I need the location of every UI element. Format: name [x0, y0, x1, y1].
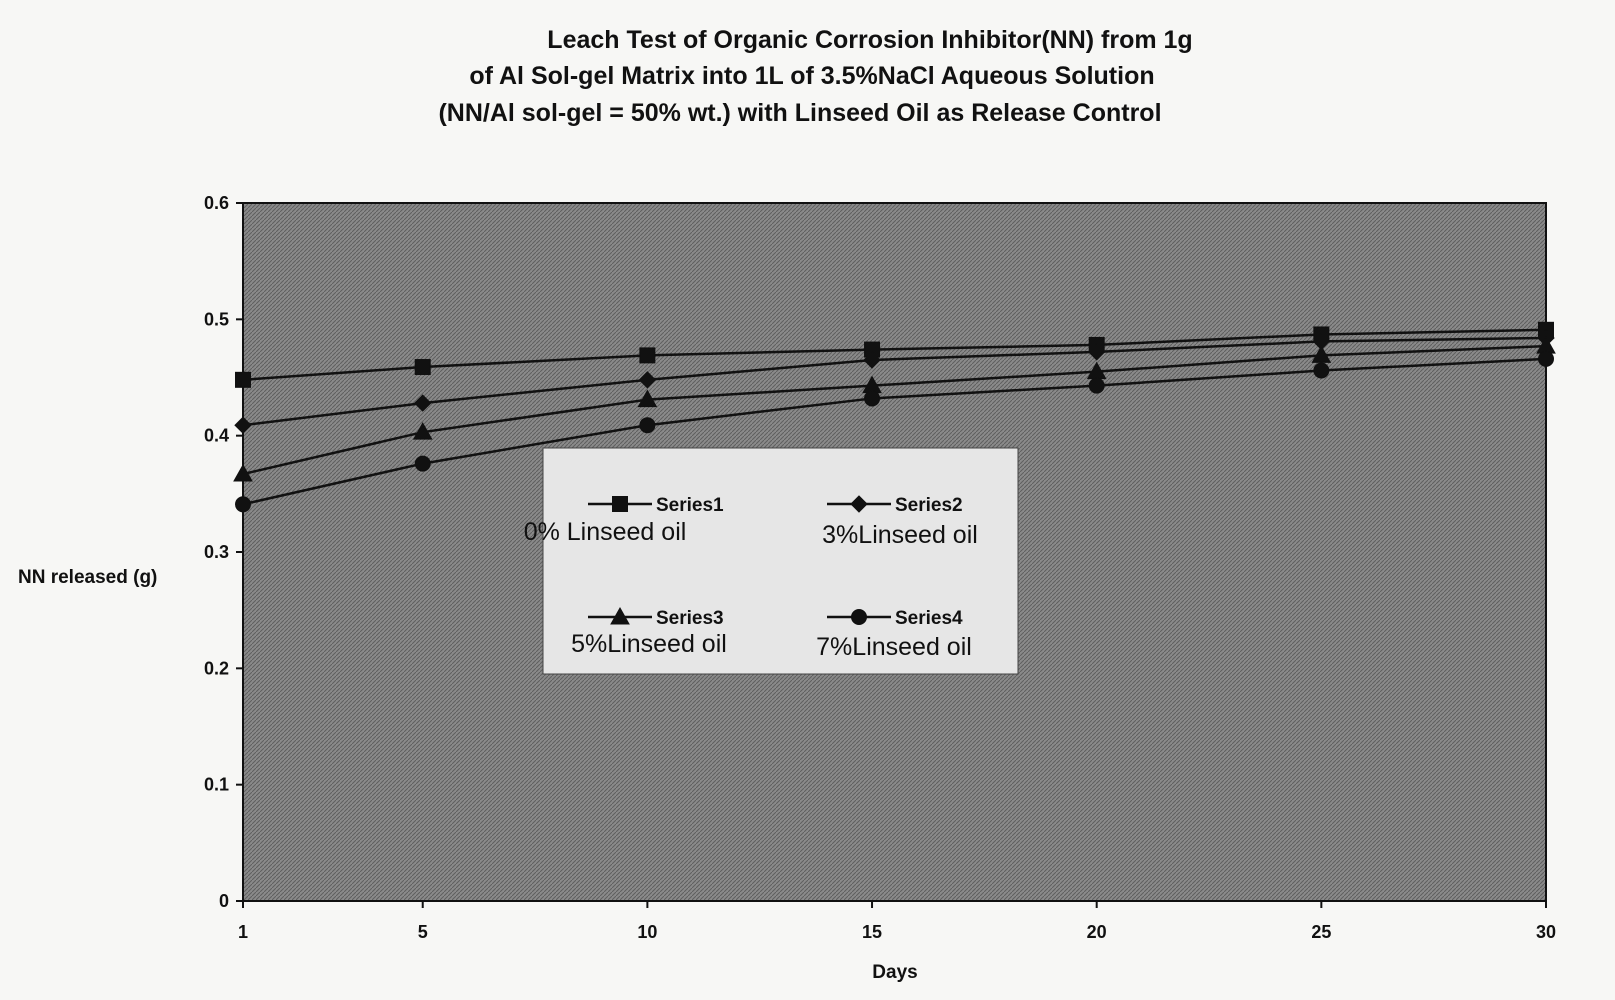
series4-point — [235, 496, 251, 513]
legend-swatch-marker — [612, 496, 628, 512]
y-tick-label: 0.6 — [204, 193, 229, 213]
legend-series-note: 7%Linseed oil — [816, 633, 972, 661]
series3-point — [412, 422, 433, 440]
x-tick-label: 15 — [862, 922, 882, 942]
series-markers — [233, 321, 1556, 513]
series1-point — [639, 347, 656, 364]
y-tick-label: 0.3 — [204, 542, 229, 562]
series2-point — [234, 416, 252, 434]
series3-point — [637, 389, 658, 408]
y-tick-label: 0.2 — [204, 658, 229, 678]
series4-point — [864, 390, 881, 407]
y-tick-label: 0 — [219, 891, 229, 911]
x-tick-label: 25 — [1311, 922, 1331, 942]
legend-swatch-marker — [850, 495, 868, 513]
title-line-2: of Al Sol-gel Matrix into 1L of 3.5%NaCl… — [469, 62, 1154, 90]
legend-series-name: Series3 — [656, 608, 724, 629]
series1-point — [414, 359, 431, 376]
series4-point — [1538, 350, 1554, 367]
legend-swatch-marker — [851, 609, 867, 625]
series1-point — [235, 371, 251, 388]
legend-box — [542, 447, 1019, 675]
title-line-3: (NN/Al sol-gel = 50% wt.) with Linseed O… — [438, 99, 1161, 127]
x-tick-label: 10 — [637, 922, 657, 942]
legend-swatch-marker — [610, 606, 630, 625]
x-axis-label: Days — [872, 962, 917, 983]
title-line-1: Leach Test of Organic Corrosion Inhibito… — [547, 26, 1192, 54]
series2-point — [863, 351, 881, 369]
y-tick-label: 0.5 — [204, 309, 229, 329]
series3-point — [233, 464, 253, 482]
x-tick-label: 1 — [238, 922, 248, 942]
series4-point — [1313, 362, 1330, 379]
series2-point — [1087, 343, 1106, 361]
series4-point — [639, 417, 656, 434]
series2-point — [414, 394, 432, 412]
axis-ticks: 00.10.20.30.40.50.61 5 10 15 20 25 30 — [204, 193, 1556, 942]
legend-series-note: 3%Linseed oil — [822, 521, 978, 549]
series3-point — [1311, 345, 1332, 363]
x-tick-label: 20 — [1087, 922, 1107, 942]
series4-point — [414, 455, 431, 472]
series4-point — [1088, 377, 1105, 394]
legend-series-name: Series1 — [656, 495, 724, 516]
legend-series-name: Series2 — [895, 495, 963, 516]
legend-series-name: Series4 — [895, 608, 963, 629]
legend-series-note: 0% Linseed oil — [524, 518, 687, 546]
x-tick-label: 30 — [1536, 922, 1556, 942]
y-axis-label: NN released (g) — [18, 567, 157, 588]
y-tick-label: 0.4 — [204, 426, 229, 446]
x-tick-label: 5 — [418, 922, 428, 942]
legend-series-note: 5%Linseed oil — [571, 630, 727, 658]
series2-point — [638, 371, 657, 389]
y-tick-label: 0.1 — [204, 775, 229, 795]
chart-title: Leach Test of Organic Corrosion Inhibito… — [438, 26, 1192, 127]
